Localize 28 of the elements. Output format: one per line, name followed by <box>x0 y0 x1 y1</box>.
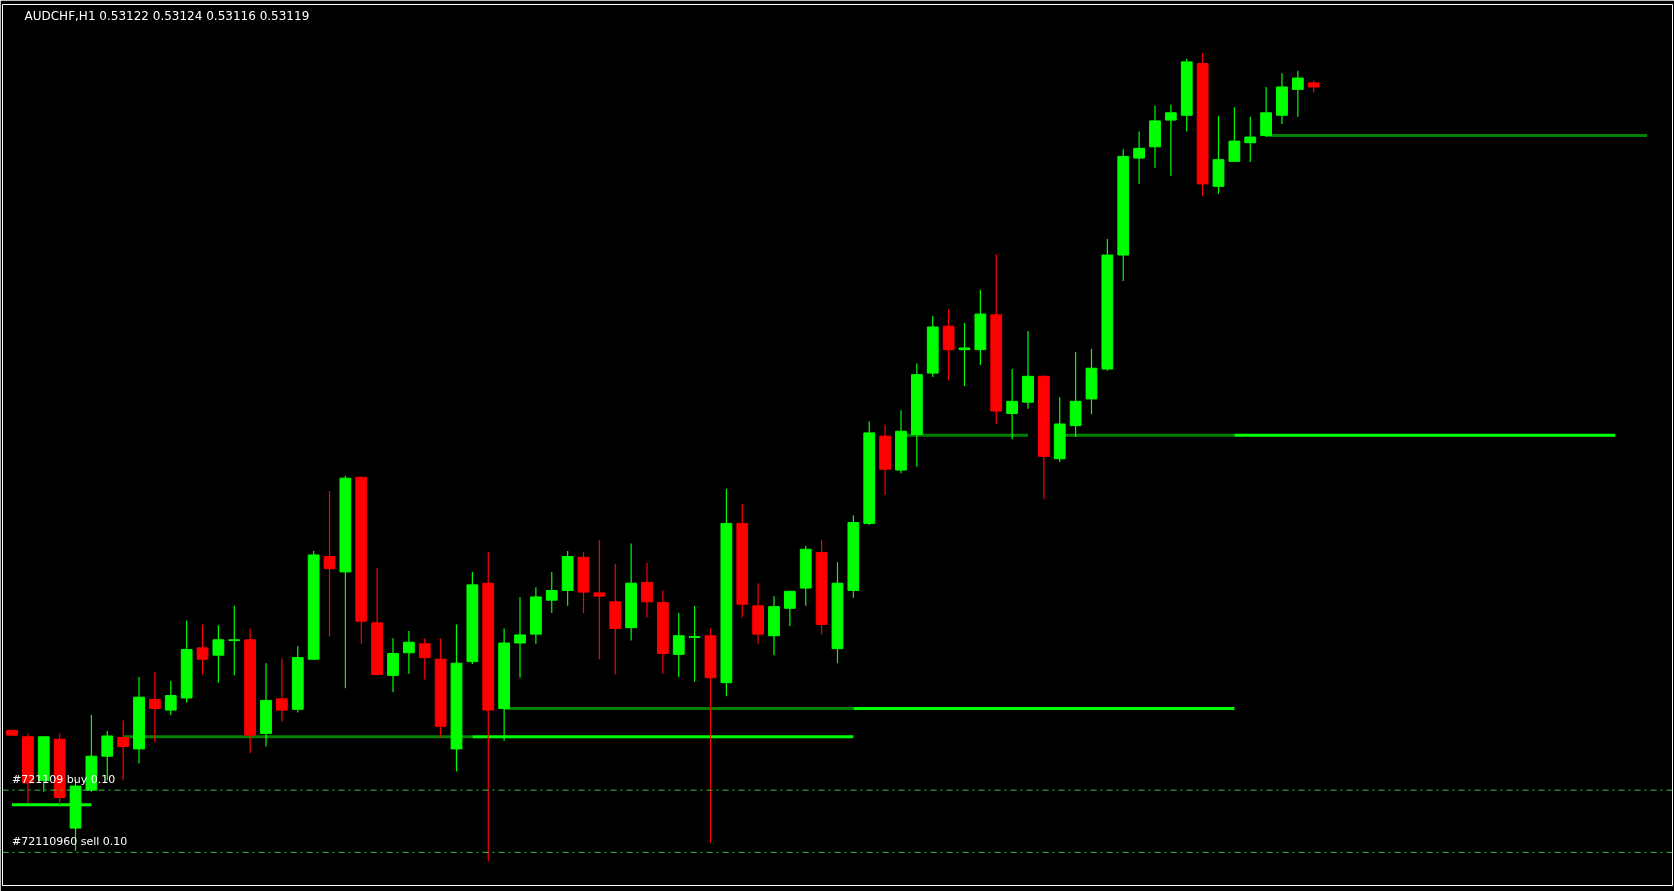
candlestick <box>514 596 526 679</box>
candlestick <box>1006 368 1019 440</box>
candlestick <box>1133 130 1146 185</box>
candlestick <box>593 539 606 660</box>
candlestick <box>1291 70 1304 118</box>
candlestick <box>641 562 653 618</box>
candlestick <box>688 605 701 683</box>
candlestick <box>1228 106 1241 163</box>
candlestick <box>1260 86 1273 138</box>
candlestick <box>323 490 336 638</box>
candlestick <box>164 680 177 716</box>
candlestick <box>228 605 241 676</box>
candlestick <box>1244 116 1257 163</box>
candlestick <box>1164 104 1177 177</box>
candlestick <box>149 671 161 744</box>
candlestick <box>196 623 209 676</box>
candlestick <box>783 590 796 627</box>
chart-title: AUDCHF,H1 0.53122 0.53124 0.53116 0.53119 <box>24 8 310 23</box>
candlestick <box>387 637 399 693</box>
candlestick <box>275 657 288 723</box>
candlestick <box>418 637 431 680</box>
candlestick <box>212 624 225 684</box>
candlestick <box>402 630 415 675</box>
candlestick <box>942 308 955 381</box>
candlestick <box>958 322 971 387</box>
candlestick <box>672 612 685 678</box>
candlestick <box>545 571 558 614</box>
candlestick <box>117 720 130 782</box>
